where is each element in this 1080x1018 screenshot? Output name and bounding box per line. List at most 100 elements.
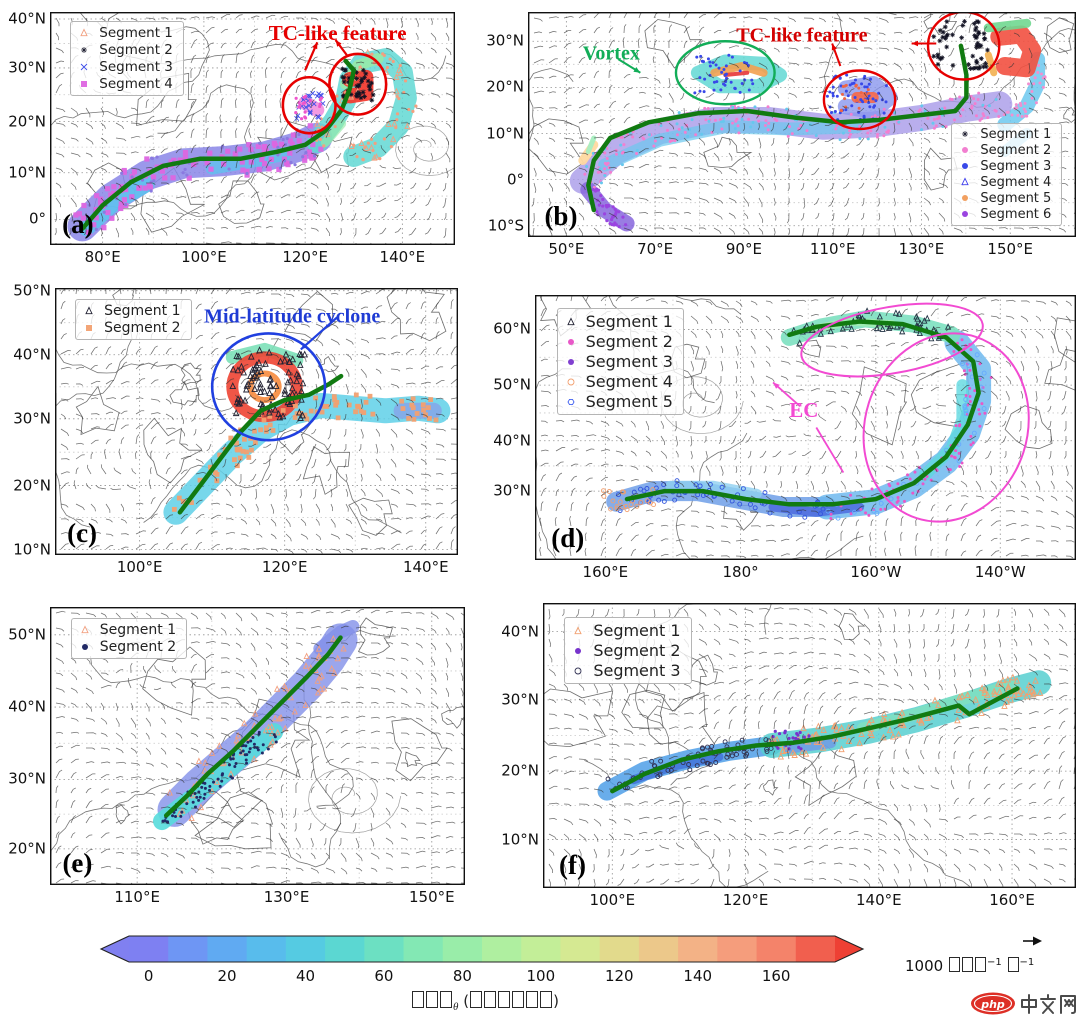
x-tick-label: 50°E	[548, 240, 585, 258]
reference-arrow-icon	[1023, 936, 1042, 946]
legend-item: Segment 2	[563, 332, 673, 351]
tofu-glyph	[484, 991, 497, 1008]
triangle-marker-icon	[961, 177, 970, 186]
y-tick-label: 20°N	[8, 839, 46, 858]
theta-subscript: θ	[453, 1001, 459, 1013]
x-tick-label: 140°W	[974, 563, 1026, 581]
x-tick-label: 110°E	[114, 888, 160, 906]
x-tick-label: 160°W	[850, 563, 902, 581]
legend-item-label: Segment 2	[585, 332, 673, 352]
mean-trajectory-line	[610, 686, 1020, 794]
x-tick-label: 120°E	[282, 248, 328, 266]
reference-vector-value: 1000	[905, 957, 944, 975]
colorbar-gradient	[99, 935, 865, 963]
legend-item: Segment 3	[570, 661, 681, 681]
legend-item: Segment 3	[563, 352, 673, 371]
y-tick-label: 50°N	[13, 281, 51, 300]
colorbar-tick-label: 100	[526, 967, 556, 985]
colorbar-tick-label: 140	[683, 967, 713, 985]
legend-item: Segment 2	[570, 641, 681, 661]
annotation-ellipse	[822, 69, 897, 131]
x-tick-label: 180°	[722, 563, 759, 581]
mean-trajectory-line	[80, 58, 357, 231]
watermark: php	[970, 991, 1078, 1016]
y-tick-label: 30°N	[486, 31, 524, 50]
tofu-glyph	[426, 991, 439, 1008]
panel-a-map: TC-like feature 40°N 30°N 20°N 10°N 0° 80°E 100…	[8, 11, 455, 265]
tofu-glyph	[540, 991, 553, 1008]
annotation-text: Mid-latitude cyclone	[204, 306, 380, 328]
legend-item-label: Segment 2	[593, 641, 681, 661]
reference-vector-units: −1 −1	[948, 957, 1034, 975]
hex-marker-icon	[567, 398, 575, 405]
y-tick-label: 30°N	[501, 690, 539, 709]
x-tick-label: 130°E	[263, 888, 310, 906]
x-tick-label: 160°E	[989, 891, 1035, 909]
y-tick-label: 10°N	[486, 124, 524, 142]
y-tick-label: 40°N	[501, 622, 539, 640]
annotation-ellipse	[800, 302, 984, 378]
plot-border	[535, 295, 1076, 560]
legend-item-label: Segment 2	[99, 42, 173, 59]
tofu-glyph	[512, 991, 525, 1008]
tofu-glyph	[526, 991, 539, 1008]
dot-marker-icon	[575, 647, 582, 654]
legend-item-label: Segment 3	[980, 158, 1052, 174]
x-tick-label: 150°E	[987, 240, 1034, 258]
y-tick-label: 30°N	[8, 769, 46, 788]
watermark-cjk-text	[1021, 993, 1076, 1014]
legend-box: Segment 1 Segment 2 Segment 3 Segment 4 Segm…	[951, 122, 1063, 226]
legend-item-label: Segment 5	[585, 392, 673, 412]
annotation-ellipse	[281, 75, 337, 135]
plot-border	[50, 12, 455, 245]
annotation-text: EC	[789, 398, 818, 422]
panel-letter-label: (a)	[62, 209, 94, 240]
annotation-ellipse	[674, 40, 776, 106]
legend-item-label: Segment 3	[99, 59, 173, 76]
php-logo-text: php	[980, 998, 1005, 1011]
y-tick-label: 20°N	[8, 112, 46, 130]
legend-item: Segment 1	[77, 622, 176, 638]
legend-item-label: Segment 2	[980, 142, 1052, 158]
legend-item: Segment 1	[76, 25, 173, 41]
y-tick-label: 0°	[28, 209, 46, 228]
panel-e-map: 50°N 40°N 30°N 20°N 110°E 130°E 150°E (e) Segmen…	[8, 607, 465, 905]
square-marker-icon	[81, 81, 88, 88]
annotation-ellipse	[210, 332, 327, 442]
y-tick-label: 10°S	[487, 216, 524, 235]
x-marker-icon	[80, 63, 88, 71]
y-tick-label: 40°N	[8, 9, 46, 28]
tofu-glyph	[1007, 957, 1019, 972]
x-tick-label: 160°E	[582, 563, 629, 581]
legend-box: Segment 1 Segment 2 Segment 3	[564, 617, 692, 685]
panel-c-plot: Mid-latitude cyclone	[55, 288, 458, 555]
triangle-marker-icon	[81, 625, 89, 634]
tofu-glyph	[974, 957, 986, 972]
legend-item: Segment 6	[957, 207, 1051, 222]
legend-item-label: Segment 3	[593, 661, 681, 681]
legend-item: Segment 5	[957, 191, 1051, 206]
dot-marker-icon	[962, 147, 969, 154]
tofu-glyph	[948, 957, 960, 972]
x-tick-label: 140°E	[379, 248, 426, 266]
circle-marker-icon	[574, 667, 582, 675]
y-tick-label: 20°N	[13, 476, 51, 495]
wind-vector-field	[54, 14, 455, 245]
colorbar-tick-label: 60	[374, 967, 394, 985]
annotation-ellipse	[328, 52, 388, 116]
annotation-shapes	[210, 316, 338, 442]
unit-superscript: −1	[986, 957, 1002, 968]
dot-marker-icon	[962, 195, 969, 202]
x-tick-label: 150°E	[408, 888, 455, 906]
x-tick-label: 110°E	[809, 240, 856, 258]
x-tick-label: 130°E	[898, 240, 945, 258]
legend-item: Segment 3	[957, 159, 1051, 174]
triangle-marker-icon	[574, 626, 583, 634]
plot-border	[55, 288, 458, 555]
panel-letter-label: (e)	[62, 847, 93, 878]
legend-item: Segment 2	[81, 320, 181, 336]
legend-item: Segment 2	[957, 143, 1051, 158]
legend-box: Segment 1 Segment 2 Segment 3 Segment 4 Segm…	[556, 308, 684, 416]
dot-marker-icon	[567, 358, 574, 365]
